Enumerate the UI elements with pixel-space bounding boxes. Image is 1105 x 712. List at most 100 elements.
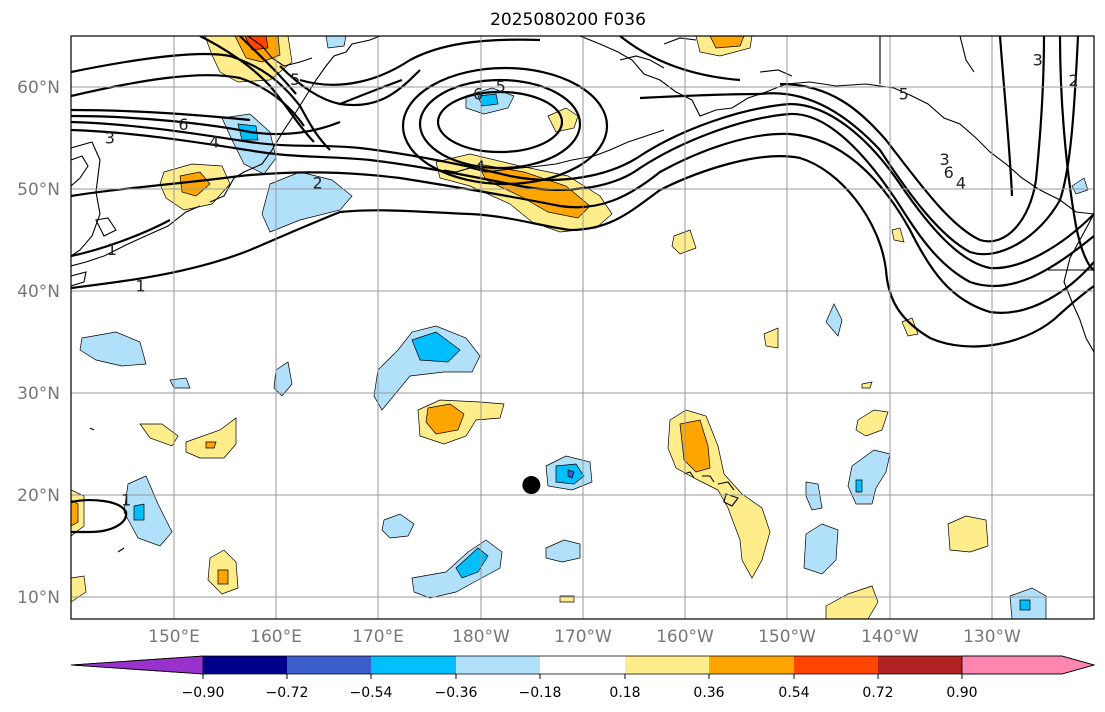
contour-line: [71, 219, 171, 258]
shade-positive: [861, 381, 873, 389]
shade-negative: [133, 503, 145, 521]
lon-tick-label: 150°W: [758, 627, 816, 647]
lon-tick-label: 170°E: [352, 627, 404, 647]
shade-positive: [185, 417, 237, 459]
contour-label: 6: [944, 163, 954, 182]
shade-negative: [855, 479, 863, 493]
shade-positive: [709, 36, 745, 49]
coastlines: [71, 36, 1094, 553]
shade-positive: [855, 409, 889, 437]
contour-line: [619, 36, 741, 82]
coastline: [443, 129, 665, 173]
graticule: [71, 36, 1094, 619]
shade-positive: [477, 163, 591, 219]
contour-line: [779, 36, 1046, 243]
lon-tick-label: 140°W: [861, 627, 919, 647]
shade-positive: [205, 441, 217, 449]
shade-positive: [139, 423, 179, 447]
map-title: 2025080200 F036: [490, 10, 646, 30]
lon-tick-label: 160°W: [656, 627, 714, 647]
coastline: [663, 37, 697, 45]
colorbar-segment: [625, 656, 709, 674]
contour-line: [639, 92, 761, 100]
coastline: [71, 155, 89, 187]
shade-positive: [901, 317, 919, 337]
lon-tick-label: 180°W: [452, 627, 510, 647]
lon-tick-label: 170°W: [554, 627, 612, 647]
map-frame: [70, 35, 1095, 620]
contours: [71, 36, 1094, 534]
shade-negative: [1071, 177, 1089, 195]
colorbar-tick-label: −0.18: [519, 685, 562, 701]
contour-line: [759, 36, 1080, 256]
coastline: [619, 55, 665, 69]
coastline: [723, 493, 739, 507]
contour-line: [239, 36, 297, 95]
colorbar-segment: [371, 656, 456, 674]
shade-positive: [425, 403, 465, 435]
coastline: [71, 271, 87, 287]
colorbar-tick-label: 0.18: [609, 685, 640, 701]
contour-line: [71, 108, 251, 122]
shade-positive: [547, 107, 579, 133]
coastline: [959, 36, 975, 73]
lon-tick-label: 130°W: [963, 627, 1021, 647]
shade-negative: [567, 469, 575, 479]
contour-label: 1: [107, 240, 117, 259]
colorbar-tick-label: −0.36: [435, 685, 478, 701]
lat-tick-label: 10°N: [17, 588, 60, 608]
contour-label: 5: [496, 77, 506, 96]
lon-axis: 150°E 160°E 170°E 180°W 170°W 160°W 150°…: [148, 627, 1021, 647]
contour-line: [71, 132, 1094, 314]
shade-negative: [1019, 599, 1031, 611]
lat-axis: 60°N 50°N 40°N 30°N 20°N 10°N: [17, 78, 60, 608]
coastline: [702, 475, 715, 483]
colorbar: −0.90 −0.72 −0.54 −0.36 −0.18 0.18 0.36 0.54 0.7…: [70, 655, 1096, 701]
contour-label: 3: [940, 150, 950, 169]
colorbar-segment: [456, 656, 540, 674]
shade-positive: [947, 515, 989, 553]
contour-line: [71, 155, 1094, 348]
colorbar-segment: [709, 656, 794, 674]
coastline: [89, 427, 95, 431]
contour-label: 5: [899, 84, 909, 103]
shade-positive: [71, 575, 87, 603]
shade-positive: [71, 499, 79, 527]
shade-negative: [261, 171, 353, 233]
shade-negative: [455, 547, 489, 579]
colorbar-segment: [287, 656, 371, 674]
contour-line: [339, 78, 403, 106]
lat-tick-label: 30°N: [17, 384, 60, 404]
contour-label: 2: [1068, 71, 1078, 90]
shade-positive: [825, 585, 879, 619]
contour-line: [71, 112, 1094, 288]
colorbar-tick-label: −0.54: [350, 685, 393, 701]
coastline: [95, 217, 117, 237]
shade-positive: [679, 419, 711, 473]
lat-tick-label: 40°N: [17, 282, 60, 302]
contour-line: [71, 102, 1094, 270]
contour-line: [71, 499, 128, 534]
lon-tick-label: 160°E: [250, 627, 302, 647]
contour-line: [401, 66, 609, 186]
lat-tick-label: 60°N: [17, 78, 60, 98]
lat-tick-label: 20°N: [17, 486, 60, 506]
shade-positive: [763, 327, 779, 349]
shade-positive: [891, 227, 905, 243]
colorbar-tick-label: 0.54: [778, 685, 809, 701]
lon-tick-label: 150°E: [148, 627, 200, 647]
contour-label: 1: [135, 277, 145, 296]
colorbar-extend-max: [961, 655, 1096, 675]
coastline: [717, 481, 735, 491]
contour-label: 3: [1033, 51, 1043, 70]
coastline: [683, 471, 695, 479]
shade-positive: [217, 569, 229, 585]
colorbar-tick-label: 0.72: [862, 685, 893, 701]
colorbar-segment: [203, 656, 287, 674]
contour-label: 4: [209, 132, 219, 151]
contour-line: [71, 52, 331, 151]
shade-negative: [169, 377, 191, 389]
shade-negative: [79, 331, 147, 367]
coastline: [71, 141, 101, 257]
